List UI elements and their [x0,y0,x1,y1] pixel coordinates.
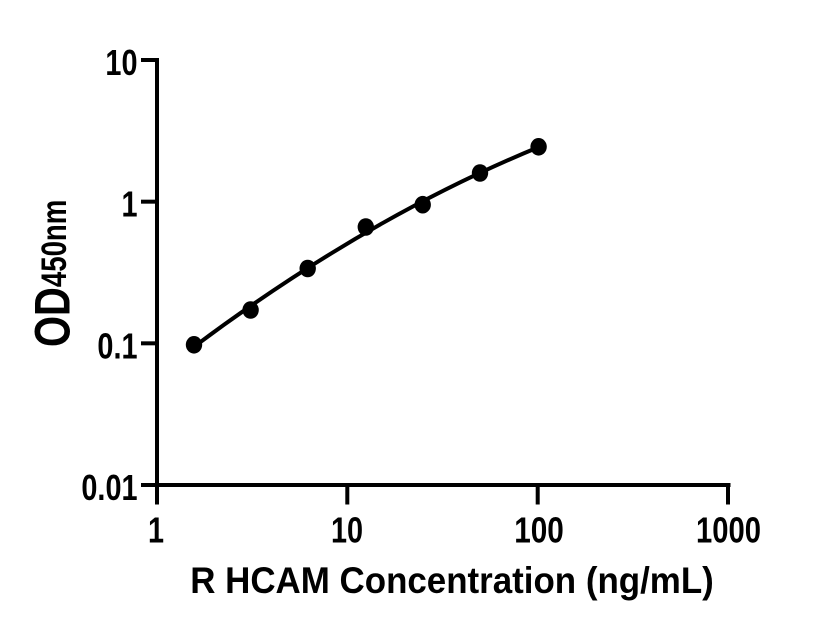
svg-text:10: 10 [105,42,137,83]
svg-text:0.1: 0.1 [97,325,137,366]
svg-text:100: 100 [514,511,564,552]
svg-text:1: 1 [148,509,164,550]
svg-text:R HCAM Concentration (ng/mL): R HCAM Concentration (ng/mL) [190,559,714,601]
svg-text:OD450nm: OD450nm [24,200,81,347]
svg-text:0.01: 0.01 [81,467,137,508]
svg-text:10: 10 [331,509,363,550]
svg-text:1: 1 [121,183,137,224]
svg-text:1000: 1000 [696,510,761,551]
